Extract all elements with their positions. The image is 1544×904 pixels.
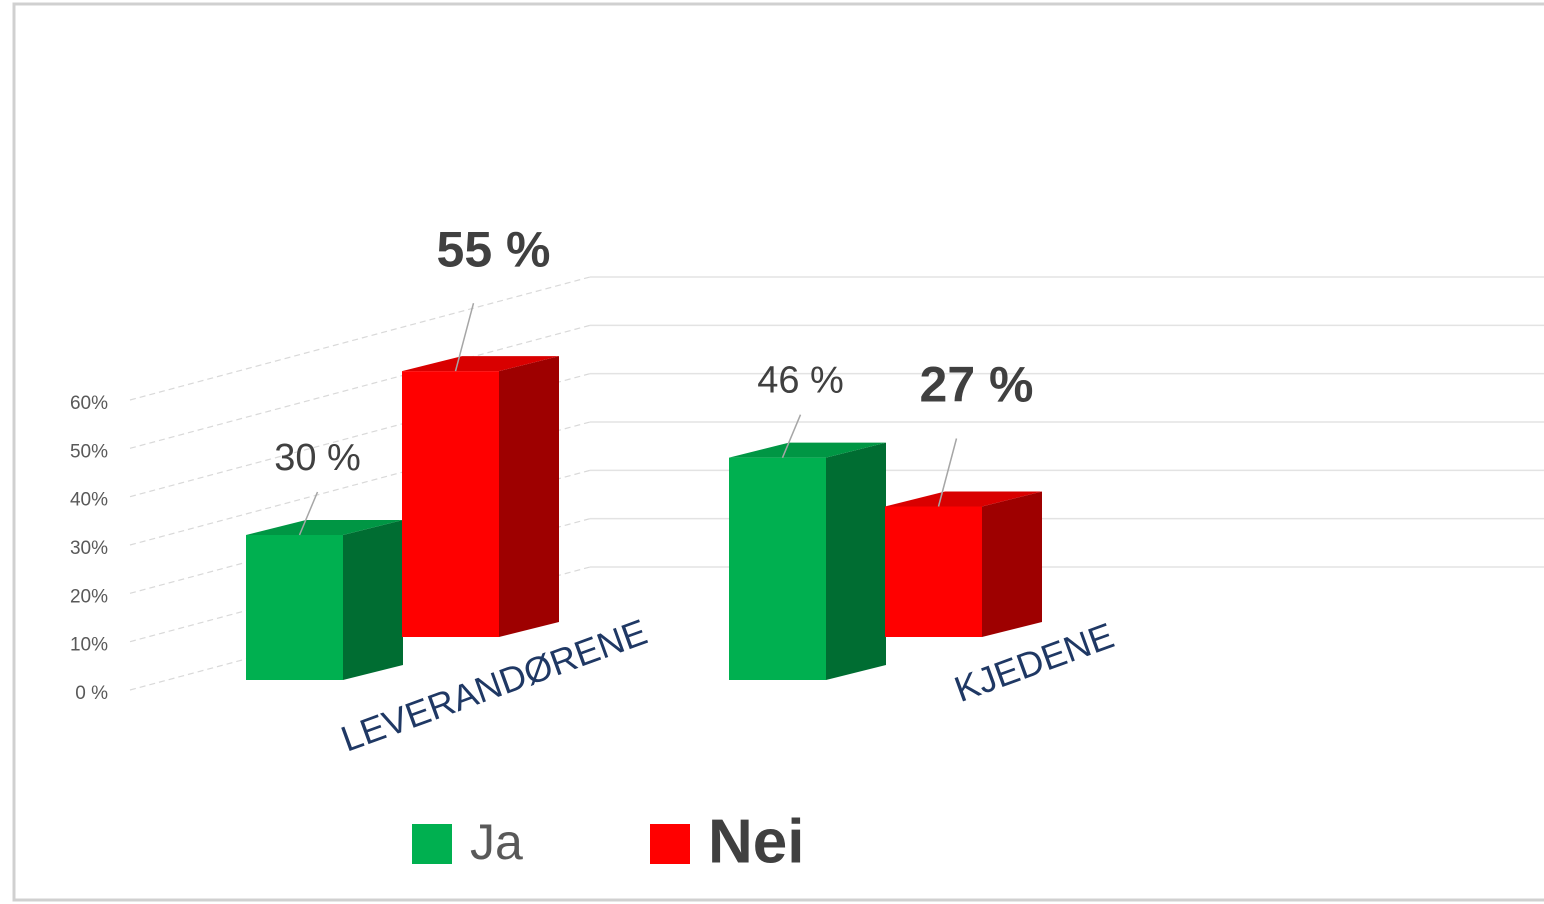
- legend-label: Nei: [708, 807, 804, 876]
- bar: [246, 520, 403, 680]
- y-tick-label: 10%: [70, 635, 108, 656]
- leader-line: [298, 491, 319, 536]
- bar-top: [729, 442, 886, 458]
- bar: [729, 442, 886, 680]
- y-tick-label: 20%: [70, 586, 108, 607]
- y-tick-label: 0 %: [75, 683, 108, 704]
- bar-top: [402, 356, 559, 372]
- bar: [402, 356, 559, 637]
- bar-front: [402, 371, 499, 637]
- legend-swatch: [412, 824, 452, 864]
- y-tick-label: 50%: [70, 441, 108, 462]
- y-tick-label: 40%: [70, 490, 108, 511]
- leader-line: [454, 302, 475, 372]
- legend-label: Ja: [470, 814, 523, 870]
- bar-side: [343, 520, 403, 680]
- bar-side: [499, 356, 559, 637]
- y-tick-label: 30%: [70, 538, 108, 559]
- bar-front: [729, 457, 826, 680]
- bar-top: [885, 491, 1042, 507]
- y-tick-label: 60%: [70, 393, 108, 414]
- bar-front: [885, 506, 982, 637]
- bar: [885, 491, 1042, 637]
- bar-side: [826, 442, 886, 680]
- leader-line: [937, 438, 958, 507]
- bar-side: [982, 491, 1042, 637]
- bar-front: [246, 535, 343, 680]
- data-label: 46 %: [757, 360, 844, 402]
- data-label: 30 %: [274, 437, 361, 479]
- data-label: 55 %: [437, 221, 551, 277]
- bar-top: [246, 520, 403, 535]
- data-label: 27 %: [920, 357, 1034, 413]
- leader-line: [781, 414, 802, 458]
- legend-swatch: [650, 824, 690, 864]
